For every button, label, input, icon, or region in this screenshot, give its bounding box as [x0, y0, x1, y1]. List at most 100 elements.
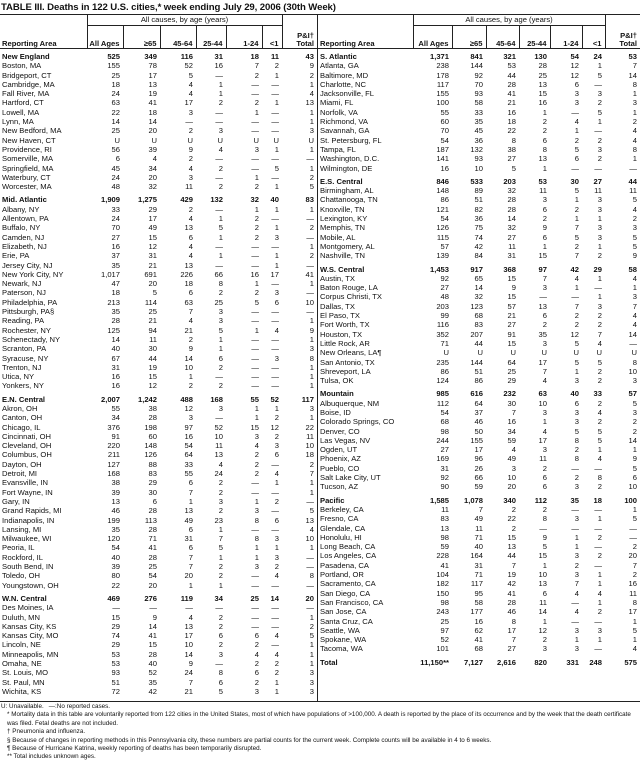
group-header: All causes, by age (years)	[86, 14, 282, 26]
cell-pi-total: 9	[309, 61, 314, 71]
cell-1-24: 2	[574, 204, 579, 214]
table-row: Rochester, NY 125 94 21 5 1 4 9	[0, 326, 317, 335]
cell-65-plus: 75	[474, 223, 483, 233]
table-row: Trenton, NJ 31 19 10 2 — — 1	[0, 363, 317, 372]
cell-65-plus: 36	[474, 135, 483, 145]
reporting-area-cell: E.S. Central	[320, 176, 363, 186]
cell-65-plus: 144	[470, 61, 483, 71]
column-header-65-plus: ≥65	[122, 25, 160, 49]
cell-45-64: 3	[188, 172, 193, 182]
cell-65-plus: 9	[152, 612, 157, 622]
cell-under-1: —	[271, 372, 279, 382]
table-row: Syracuse, NY 67 44 14 6 — 3 8	[0, 354, 317, 363]
cell-65-plus: 19	[148, 89, 157, 99]
reporting-area-cell: Corpus Christi, TX	[320, 292, 382, 302]
reporting-area-cell: Dayton, OH	[2, 459, 42, 469]
cell-under-1: 4	[597, 338, 602, 348]
cell-pi-total: 1	[309, 487, 314, 497]
cell-under-1: —	[271, 612, 279, 622]
table-row: Rockford, IL 40 28 7 1 1 3 —	[0, 553, 317, 562]
cell-all-ages: 18	[111, 79, 120, 89]
cell-all-ages: 86	[440, 195, 449, 205]
cell-65-plus: 49	[148, 223, 157, 233]
cell-all-ages: 244	[436, 435, 449, 445]
cell-1-24: 4	[574, 117, 579, 127]
cell-all-ages: 187	[436, 144, 449, 154]
cell-all-ages: 18	[111, 288, 120, 298]
cell-pi-total: 9	[632, 251, 637, 261]
column-header-reporting-area: Reporting Area	[0, 25, 87, 49]
cell-1-24: 3	[574, 570, 579, 580]
table-row: Cincinnati, OH 91 60 16 10 3 2 11	[0, 432, 317, 441]
cell-under-1: 2	[274, 61, 279, 71]
cell-65-plus: 92	[474, 70, 483, 80]
cell-under-1: —	[271, 79, 279, 89]
cell-under-1: —	[271, 154, 279, 164]
column-header-65-plus: ≥65	[451, 25, 486, 49]
cell-pi-total: 53	[628, 52, 637, 61]
cell-pi-total: 2	[632, 417, 637, 427]
cell-all-ages: 16	[440, 163, 449, 173]
cell-under-1: 4	[274, 631, 279, 641]
cell-25-44: 6	[218, 353, 223, 363]
cell-1-24: —	[251, 362, 259, 372]
cell-pi-total: 2	[309, 70, 314, 80]
cell-under-1: 1	[274, 70, 279, 80]
cell-all-ages: 121	[436, 204, 449, 214]
cell-1-24: 6	[574, 398, 579, 408]
column-header-reporting-area: Reporting Area	[318, 25, 413, 49]
cell-65-plus: 11	[475, 523, 483, 533]
cell-under-1: 1	[597, 241, 602, 251]
table-row: Denver, CO 98 50 34 4 5 5 2	[318, 427, 640, 436]
cell-25-44: 17	[538, 435, 547, 445]
cell-pi-total: —	[306, 154, 314, 164]
cell-1-24: —	[571, 292, 579, 302]
cell-25-44: 2	[218, 182, 223, 192]
reporting-area-cell: Montgomery, AL	[320, 241, 375, 251]
cell-under-1: 3	[597, 232, 602, 242]
cell-under-1: —	[271, 117, 279, 127]
cell-all-ages: 139	[436, 251, 449, 261]
cell-pi-total: 4	[632, 644, 637, 654]
cell-pi-total: 1	[309, 381, 314, 391]
reporting-area-cell: Santa Cruz, CA	[320, 616, 373, 626]
cell-25-44: 3	[218, 307, 223, 317]
cell-25-44: 6	[218, 677, 223, 687]
cell-under-1: 4	[274, 325, 279, 335]
cell-all-ages: 33	[111, 204, 120, 214]
cell-all-ages: 98	[440, 532, 449, 542]
cell-45-64: 3	[511, 463, 516, 473]
cell-under-1: 2	[597, 311, 602, 321]
reporting-area-cell: Indianapolis, IN	[2, 515, 55, 525]
cell-25-44: 2	[218, 98, 223, 108]
cell-1-24: 1	[254, 172, 259, 182]
table-row: Lynn, MA 14 14 — — — — 1	[0, 117, 317, 126]
cell-25-44: 2	[218, 506, 223, 516]
table-row: Minneapolis, MN 53 28 14 3 4 4 1	[0, 650, 317, 659]
cell-25-44: 13	[538, 154, 547, 164]
cell-1-24: 2	[254, 459, 259, 469]
cell-under-1: 1	[274, 98, 279, 108]
cell-25-44: —	[215, 413, 223, 423]
cell-all-ages: 228	[436, 551, 449, 561]
cell-1-24: —	[251, 154, 259, 164]
cell-1-24: 3	[254, 506, 259, 516]
reporting-area-cell: Omaha, NE	[2, 659, 42, 668]
reporting-area-cell: Austin, TX	[320, 273, 355, 283]
cell-25-44: 25	[538, 70, 547, 80]
cell-65-plus: 50	[474, 426, 483, 436]
cell-all-ages: 126	[436, 223, 449, 233]
reporting-area-cell: Grand Rapids, MI	[2, 506, 62, 516]
cell-45-64: 38	[507, 144, 516, 154]
cell-65-plus: 32	[148, 182, 157, 192]
reporting-area-cell: St. Paul, MN	[2, 677, 45, 687]
cell-pi-total: 2	[309, 621, 314, 631]
cell-45-64: 5	[511, 163, 516, 173]
cell-all-ages: 91	[111, 431, 120, 441]
cell-1-24: 1	[574, 214, 579, 224]
cell-all-ages: 115	[436, 232, 449, 242]
cell-65-plus: 37	[474, 407, 483, 417]
cell-25-44: 53	[538, 176, 547, 186]
reporting-area-cell: Fort Worth, TX	[320, 320, 370, 330]
cell-all-ages: 52	[440, 635, 449, 645]
